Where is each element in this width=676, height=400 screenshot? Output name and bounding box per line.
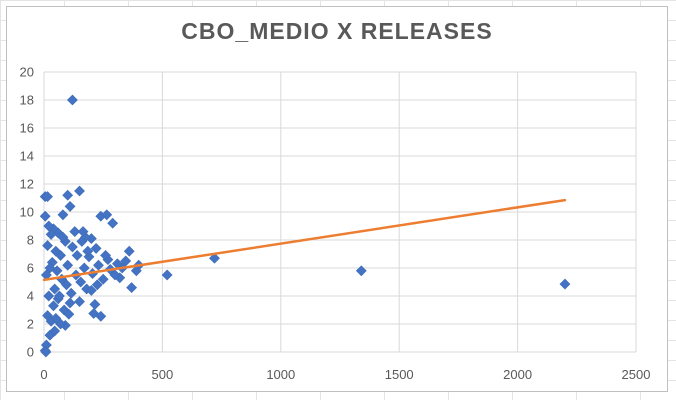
data-point[interactable] — [66, 94, 78, 106]
x-tick-label: 1000 — [266, 367, 295, 382]
data-point[interactable] — [74, 296, 85, 308]
y-tick-label: 10 — [20, 205, 34, 220]
y-tick-label: 16 — [20, 121, 34, 136]
data-point[interactable] — [559, 278, 571, 290]
chart-area[interactable] — [6, 6, 668, 392]
data-point[interactable] — [209, 252, 220, 264]
data-point[interactable] — [130, 265, 142, 277]
x-tick-label: 1500 — [385, 367, 414, 382]
data-point[interactable] — [62, 189, 74, 201]
trendline-layer[interactable] — [42, 198, 567, 282]
data-point[interactable] — [120, 255, 132, 267]
data-point[interactable] — [107, 217, 119, 229]
data-point[interactable] — [100, 249, 111, 261]
data-point[interactable] — [44, 262, 56, 274]
y-tick-label: 4 — [27, 289, 34, 304]
y-tick-label: 12 — [20, 177, 34, 192]
data-point[interactable] — [76, 235, 88, 247]
data-point[interactable] — [101, 209, 113, 221]
data-point[interactable] — [55, 318, 67, 330]
data-point[interactable] — [95, 310, 107, 322]
data-point[interactable] — [57, 209, 69, 221]
x-tick-label: 0 — [40, 367, 47, 382]
data-point[interactable] — [57, 231, 69, 243]
x-tick-label: 2500 — [622, 367, 651, 382]
data-point[interactable] — [123, 245, 135, 257]
data-point[interactable] — [77, 226, 89, 238]
data-point[interactable] — [43, 290, 55, 302]
data-point[interactable] — [62, 259, 74, 271]
data-point[interactable] — [49, 283, 61, 295]
data-point[interactable] — [69, 226, 81, 238]
gridlines — [43, 71, 637, 353]
data-point[interactable] — [71, 249, 83, 261]
y-axis-tick-labels: 0 2 4 6 8 10 12 14 16 18 20 — [20, 65, 34, 360]
data-point[interactable] — [63, 308, 75, 320]
data-point[interactable] — [48, 300, 59, 312]
data-point[interactable] — [42, 240, 53, 252]
data-point[interactable] — [42, 191, 53, 203]
linear-trendline[interactable] — [42, 198, 567, 282]
data-point[interactable] — [75, 276, 87, 288]
data-point[interactable] — [40, 346, 52, 358]
data-point[interactable] — [82, 245, 94, 257]
data-point[interactable] — [161, 269, 173, 281]
y-tick-label: 6 — [27, 261, 34, 276]
y-tick-label: 20 — [20, 65, 34, 80]
data-point[interactable] — [53, 290, 65, 302]
data-point[interactable] — [93, 259, 104, 271]
x-tick-label: 500 — [152, 367, 174, 382]
x-axis-tick-labels: 0 500 1000 1500 2000 2500 — [40, 367, 650, 382]
data-point[interactable] — [43, 220, 55, 232]
data-point[interactable] — [97, 273, 109, 285]
data-series[interactable] — [39, 94, 571, 358]
data-point[interactable] — [78, 262, 90, 274]
data-point[interactable] — [91, 279, 103, 291]
data-point[interactable] — [65, 287, 77, 299]
data-point[interactable] — [39, 210, 51, 222]
y-tick-label: 2 — [27, 317, 34, 332]
data-point[interactable] — [90, 242, 102, 254]
data-point[interactable] — [89, 298, 101, 310]
data-point[interactable] — [66, 241, 78, 253]
data-point[interactable] — [64, 200, 76, 212]
y-tick-label: 8 — [27, 233, 34, 248]
data-point[interactable] — [85, 284, 97, 296]
data-point[interactable] — [64, 297, 76, 309]
y-tick-label: 14 — [20, 149, 34, 164]
data-point[interactable] — [74, 185, 85, 197]
y-tick-label: 18 — [20, 93, 34, 108]
data-point[interactable] — [61, 279, 72, 291]
data-point[interactable] — [355, 265, 367, 277]
data-point[interactable] — [50, 245, 62, 257]
x-tick-label: 2000 — [503, 367, 532, 382]
data-point[interactable] — [45, 228, 57, 240]
y-tick-label: 0 — [27, 345, 34, 360]
chart-title[interactable]: CBO_MEDIO X RELEASES — [181, 18, 493, 44]
data-point[interactable] — [44, 329, 56, 341]
data-point[interactable] — [126, 282, 138, 294]
